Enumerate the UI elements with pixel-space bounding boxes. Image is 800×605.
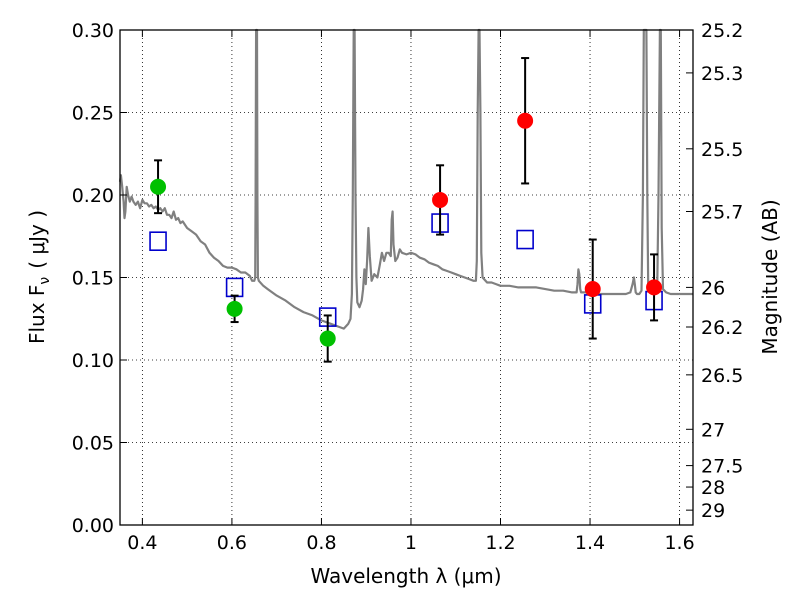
data-point bbox=[226, 300, 243, 317]
y-tick-label: 0.05 bbox=[72, 433, 114, 455]
model-spectrum bbox=[118, 28, 693, 330]
right-tick-label: 27 bbox=[701, 419, 725, 441]
data-point bbox=[432, 191, 449, 208]
right-tick-label: 26.5 bbox=[701, 365, 743, 387]
model-square bbox=[149, 231, 167, 251]
right-tick-label: 29 bbox=[701, 500, 725, 522]
ticks bbox=[120, 29, 693, 526]
y-tick-label: 0.20 bbox=[72, 185, 114, 207]
y-axis-label-left-unit: ( μJy ) bbox=[25, 210, 49, 269]
y-axis-label-left-sub: ν bbox=[37, 277, 53, 285]
y-axis-label-right: Magnitude (AB) bbox=[758, 199, 782, 354]
right-tick-label: 26 bbox=[701, 277, 725, 299]
y-tick-label: 0.15 bbox=[72, 268, 114, 290]
x-tick-label: 1 bbox=[405, 532, 417, 554]
right-tick-label: 26.2 bbox=[701, 317, 743, 339]
x-tick-label: 1.2 bbox=[485, 532, 515, 554]
spectrum-line bbox=[118, 28, 693, 330]
model-square bbox=[516, 229, 534, 250]
x-tick-labels: 0.4 0.6 0.8 1 1.2 1.4 1.6 bbox=[127, 532, 694, 554]
right-tick-label: 25.2 bbox=[701, 20, 743, 42]
x-tick-label: 0.4 bbox=[127, 532, 157, 554]
x-tick-label: 0.6 bbox=[217, 532, 247, 554]
observed-points bbox=[150, 112, 663, 347]
y-tick-label: 0.10 bbox=[72, 350, 114, 372]
right-tick-label: 25.3 bbox=[701, 63, 743, 85]
y-tick-label: 0.00 bbox=[72, 515, 114, 537]
data-point bbox=[646, 279, 663, 296]
y-tick-label: 0.30 bbox=[72, 20, 114, 42]
x-tick-label: 0.8 bbox=[306, 532, 336, 554]
plot-background bbox=[120, 30, 693, 525]
error-bars bbox=[154, 57, 659, 363]
data-point bbox=[584, 281, 601, 298]
y-tick-labels: 0.00 0.05 0.10 0.15 0.20 0.25 0.30 bbox=[72, 20, 114, 537]
right-tick-label: 25.7 bbox=[701, 202, 743, 224]
x-axis-label: Wavelength λ (μm) bbox=[310, 564, 501, 588]
y-axis-label-left-main: Flux F bbox=[25, 285, 49, 344]
right-tick-label: 25.5 bbox=[701, 139, 743, 161]
y-axis-label-left: Flux Fν ( μJy ) bbox=[25, 210, 53, 344]
x-tick-label: 1.6 bbox=[664, 532, 694, 554]
y-tick-label: 0.25 bbox=[72, 103, 114, 125]
x-tick-label: 1.4 bbox=[575, 532, 605, 554]
data-point bbox=[150, 178, 167, 195]
right-tick-label: 28 bbox=[701, 477, 725, 499]
data-point bbox=[319, 330, 336, 347]
right-tick-label: 27.5 bbox=[701, 456, 743, 478]
data-point bbox=[517, 112, 534, 129]
grid bbox=[120, 29, 693, 526]
